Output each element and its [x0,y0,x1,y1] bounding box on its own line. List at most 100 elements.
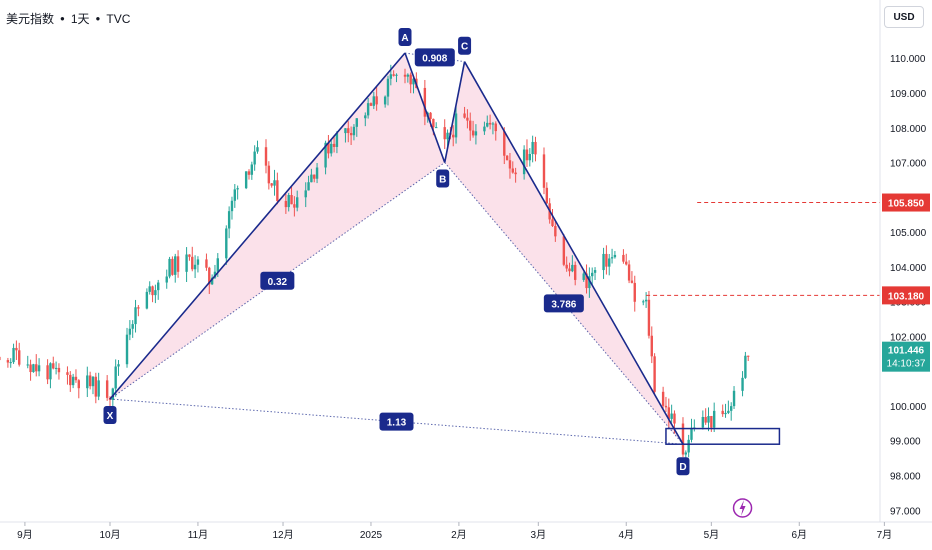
candle-body [196,259,200,265]
candle-body [88,375,92,387]
candle-body [744,355,747,378]
point-label-c-bg [458,36,472,55]
candle-body [531,141,534,155]
candle-body [230,200,234,212]
time-tick-label: 12月 [272,529,293,541]
price-axis[interactable]: 110.000109.000108.000107.000106.000105.0… [879,0,927,522]
candle-body [661,391,665,406]
candle-body [704,416,707,423]
point-label-d: D [676,457,690,476]
candle-body [562,236,566,265]
interval-label[interactable]: 1天 [70,12,90,26]
time-tick-label: 10月 [99,529,120,541]
candle-body [332,143,336,147]
candle-body [208,267,211,285]
point-label-c: C [458,36,472,55]
level-tag-text: 105.850 [888,199,925,210]
candle-body [463,113,466,118]
candle-body [653,356,656,392]
pattern-leg-ab [404,52,446,163]
candle-body [270,183,273,186]
candle-body [287,195,290,208]
candle-body [205,259,208,268]
ratio-label-bc-cd: 3.786 [543,294,584,313]
candle-body [423,87,427,117]
ratio-label-bc-cd-text: 3.786 [551,299,576,310]
candle-body [712,410,716,428]
point-label-a: A [398,28,412,46]
candle-body [707,416,710,423]
candle-body [508,160,512,169]
candle-body [471,130,475,136]
candle-body [454,113,458,138]
candle-body [69,374,72,386]
candle-body [97,380,100,397]
candle-body [585,273,588,289]
candle-body [247,171,251,175]
candle-body [54,367,58,369]
candle-body [469,120,472,131]
candle-body [483,126,486,132]
candle-body [690,427,693,440]
price-tick-label: 100.000 [890,402,927,413]
point-label-x-text: X [107,411,114,422]
candle-body [185,254,188,272]
time-tick-label: 3月 [531,529,547,541]
candle-body [29,364,32,373]
candle-body [446,132,449,140]
candle-body [352,126,356,136]
time-tick-label: 6月 [791,529,807,541]
candle-body [474,131,478,136]
candle-body [52,363,55,369]
candle-body [610,257,614,259]
event-marker[interactable] [732,498,753,518]
candle-body [145,291,149,309]
candle-body [174,256,177,275]
price-tick-label: 99.000 [890,437,921,448]
candle-body [664,405,668,408]
symbol-name[interactable]: 美元指数 [6,12,55,26]
last-price-text: 101.446 [888,346,925,357]
candle-body [571,264,574,272]
candle-body [165,276,168,283]
candle-body [355,118,358,127]
candle-body [111,388,115,400]
candle-body [256,147,259,152]
candle-body [330,143,333,154]
point-label-c-text: C [461,42,468,53]
candle-body [137,307,140,309]
candle-body [395,74,398,76]
candle-body [366,103,370,116]
pattern-leg-cd [463,61,684,445]
candle-body [514,172,517,175]
level-tag-bg [882,286,930,305]
currency-button[interactable]: USD [884,6,924,28]
candle-body [573,264,577,280]
candle-body [730,406,733,411]
candle-body [386,78,390,97]
candle-body [503,131,506,156]
candle-body [335,133,339,147]
candle-body [568,268,571,272]
ratio-label-xa-xd: 1.13 [379,412,414,431]
candle-body [131,324,134,329]
candle-body [18,350,21,365]
candle-body [369,103,373,106]
ratio-label-bc-cd-bg [543,294,584,313]
candle-body [534,141,537,155]
candle-body [633,282,636,302]
candle-body [46,365,49,380]
candle-body [290,195,293,205]
candle-body [522,149,526,175]
candle-body [210,277,214,285]
candle-body [154,290,157,296]
candle-body [406,74,410,77]
candle-body [613,254,617,258]
time-axis[interactable]: 9月 10月 11月 12月 2025 2月 3月 4月 5月 6月 7月 [0,521,932,541]
candle-body [593,270,597,273]
candle-body [114,366,117,389]
candle-body [724,412,727,415]
ratio-label-xa-ab-text: 0.32 [268,277,288,288]
candle-body [191,256,194,270]
